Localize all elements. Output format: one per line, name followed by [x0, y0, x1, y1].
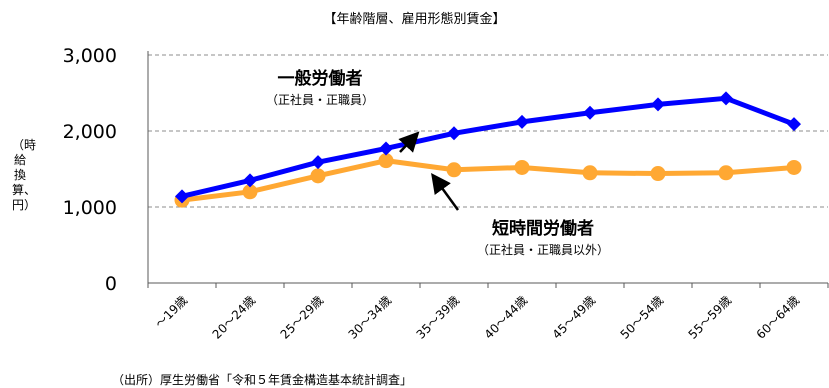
legend-part-time-workers-name: 短時間労働者 [492, 219, 594, 239]
annotation-arrows [398, 131, 460, 211]
data-point-general-workers [719, 91, 733, 106]
y-tick-labels: 0 1,000 2,000 3,000 [63, 45, 117, 295]
chart-title: 【年齢階層、雇用形態別賃金】 [323, 12, 506, 27]
x-tick-label: ～19歳 [152, 293, 190, 331]
series-line-general-workers [181, 95, 795, 199]
x-tick-label: 35～39歳 [414, 293, 462, 341]
data-point-part-time-workers [650, 166, 666, 182]
axes [147, 51, 829, 288]
y-tick-label: 1,000 [63, 197, 117, 219]
gridlines [148, 54, 828, 208]
x-tick-label: 20～24歳 [210, 293, 258, 341]
series-group [174, 91, 802, 208]
data-point-part-time-workers [310, 168, 326, 184]
source-note: （出所）厚生労働省「令和５年賃金構造基本統計調査」 [112, 373, 413, 387]
x-tick-label: 40～44歳 [482, 293, 530, 341]
data-point-part-time-workers [718, 165, 734, 181]
data-point-general-workers [175, 189, 189, 204]
data-point-general-workers [447, 126, 461, 141]
x-tick-label: 25～29歳 [278, 293, 326, 341]
legend-part-time-workers: 短時間労働者 （正社員・正職員以外） [448, 214, 638, 258]
x-tick-label: 30～34歳 [346, 293, 394, 341]
y-tick-label: 3,000 [63, 45, 117, 67]
data-point-general-workers [379, 141, 393, 156]
arrow-general-workers [398, 131, 420, 153]
legend-general-workers: 一般労働者 （正社員・正職員） [236, 64, 404, 108]
data-point-general-workers [787, 117, 801, 132]
y-tick-label: 2,000 [63, 121, 117, 143]
x-tick-label: 55～59歳 [686, 293, 734, 341]
data-point-part-time-workers [514, 159, 530, 175]
data-point-part-time-workers [378, 153, 394, 169]
data-point-general-workers [651, 97, 665, 112]
legend-part-time-workers-subtitle: （正社員・正職員以外） [476, 243, 609, 257]
data-point-general-workers [583, 105, 597, 120]
data-point-part-time-workers [786, 159, 802, 175]
x-tick-label: 50～54歳 [618, 293, 666, 341]
data-point-general-workers [243, 173, 257, 188]
data-point-part-time-workers [446, 162, 462, 178]
data-point-general-workers [311, 155, 325, 170]
x-tick-label: 60～64歳 [754, 293, 802, 341]
data-point-part-time-workers [582, 165, 598, 181]
x-tick-label: 45～49歳 [550, 293, 598, 341]
x-tick-labels: ～19歳 20～24歳 25～29歳 30～34歳 35～39歳 40～44歳 45～49歳… [152, 293, 802, 341]
legend-general-workers-subtitle: （正社員・正職員） [265, 93, 374, 107]
series-line-part-time-workers [181, 158, 795, 203]
arrow-part-time-workers [431, 172, 460, 211]
data-point-part-time-workers [242, 184, 258, 200]
y-tick-label: 0 [105, 273, 117, 295]
data-point-general-workers [515, 114, 529, 129]
legend-general-workers-name: 一般労働者 [277, 69, 363, 89]
y-axis-label: （時給換算、円） [12, 138, 37, 212]
